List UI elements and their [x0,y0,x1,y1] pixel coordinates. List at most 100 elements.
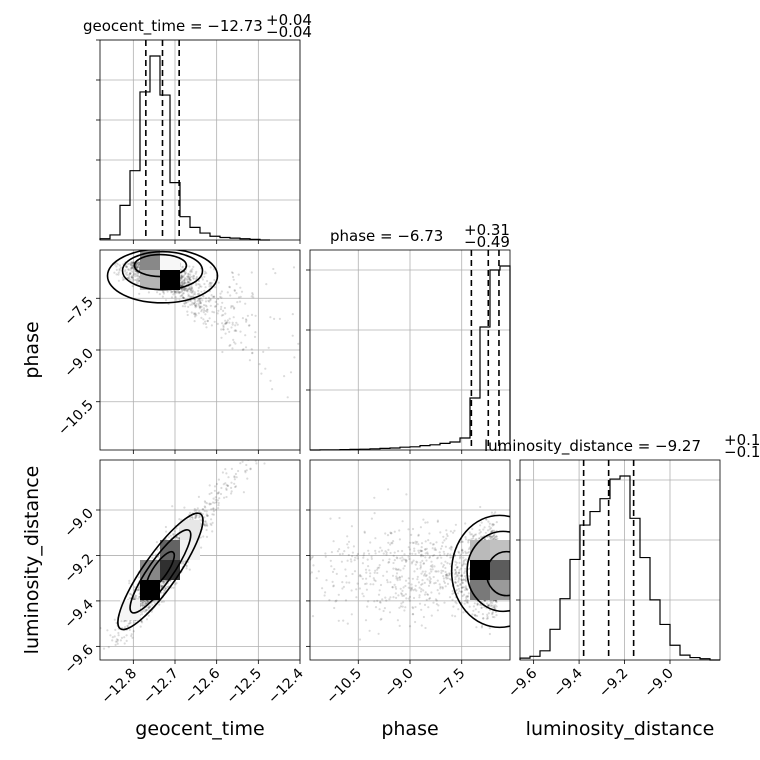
sample-point [424,574,427,578]
sample-point [361,592,364,595]
sample-point [291,334,294,337]
sample-point [454,601,457,604]
sample-point [395,556,398,559]
sample-point [297,594,299,596]
sample-point [365,588,368,591]
sample-point [135,594,138,598]
sample-point [220,486,223,490]
sample-point [212,507,215,510]
sample-point [485,617,488,620]
sample-point [489,602,492,605]
sample-point [128,592,131,595]
sample-point [137,279,140,283]
sample-point [422,574,426,577]
sample-point [194,272,197,275]
sample-point [133,586,136,589]
sample-point [370,517,373,520]
sample-point [454,615,457,618]
sample-point [116,638,120,642]
sample-point [226,484,229,487]
sample-point [431,565,434,569]
sample-point [186,275,189,278]
sample-point [460,578,463,581]
sample-point [444,573,448,577]
sample-point [190,288,193,291]
sample-point [418,596,421,599]
sample-point [160,585,163,588]
sample-point [412,589,415,592]
sample-point [130,634,133,638]
sample-point [189,518,192,521]
sample-point [208,492,211,496]
sample-point [465,598,468,601]
sample-point [399,557,402,560]
sample-point [212,497,215,500]
sample-point [217,309,220,312]
sample-point [493,607,496,610]
panel-phase-vs-geocent-time: −10.5−9.0−7.5 [55,249,304,454]
sample-point [411,527,415,531]
sample-point [235,329,238,333]
sample-point [333,606,336,610]
sample-point [459,567,463,570]
sample-point [165,579,168,582]
sample-point [199,300,202,303]
sample-point [307,362,309,364]
sample-point [372,577,375,580]
sample-point [263,462,266,465]
sample-point [433,565,436,568]
sample-point [443,539,446,542]
sample-point [402,586,405,589]
sample-point [466,551,469,555]
sample-point [199,515,202,518]
sample-point [133,272,136,275]
sample-point [126,625,130,628]
sample-point [248,571,250,573]
sample-point [128,273,131,276]
sample-point [302,417,304,419]
sample-point [420,555,423,558]
sample-point [374,606,378,609]
sample-point [116,263,119,266]
sample-point [434,548,438,552]
sample-point [458,561,461,565]
sample-point [144,608,147,612]
sample-point [358,638,362,641]
sample-point [337,338,339,340]
sample-point [456,573,459,577]
sample-point [392,540,395,543]
sample-point [190,270,193,274]
sample-point [178,534,181,537]
sample-point [446,562,449,565]
sample-point [429,568,432,571]
sample-point [124,269,127,272]
sample-point [435,603,438,606]
sample-point [324,591,327,594]
sample-point [338,553,342,556]
sample-point [396,577,399,580]
sample-point [129,621,132,624]
sample-point [172,532,175,536]
sample-point [131,261,134,264]
sample-point [379,600,382,604]
sample-point [378,589,381,592]
sample-point [195,515,198,519]
sample-point [429,542,432,545]
sample-point [483,526,486,529]
sample-point [197,279,200,283]
sample-point [443,581,446,585]
sample-point [113,271,116,274]
sample-point [248,359,251,362]
sample-point [468,574,471,577]
sample-point [214,305,217,308]
sample-point [436,519,439,522]
sample-point [146,599,149,602]
sample-point [197,298,200,301]
sample-point [131,270,134,273]
sample-point [416,575,419,579]
sample-point [424,548,427,551]
sample-point [486,615,489,618]
density-cell [160,270,180,290]
sample-point [129,262,132,265]
sample-point [494,599,497,602]
